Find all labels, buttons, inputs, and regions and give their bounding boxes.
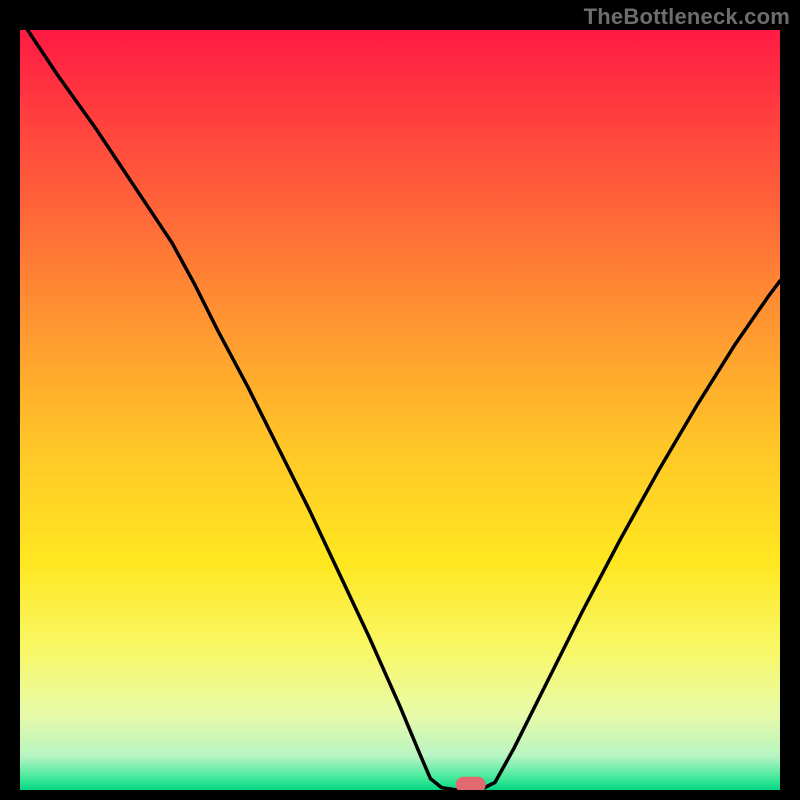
border-left	[0, 0, 20, 800]
border-right	[780, 0, 800, 800]
gradient-background	[20, 30, 780, 790]
bottleneck-chart	[0, 0, 800, 800]
watermark-text: TheBottleneck.com	[584, 4, 790, 30]
border-bottom	[0, 790, 800, 800]
chart-frame: TheBottleneck.com	[0, 0, 800, 800]
